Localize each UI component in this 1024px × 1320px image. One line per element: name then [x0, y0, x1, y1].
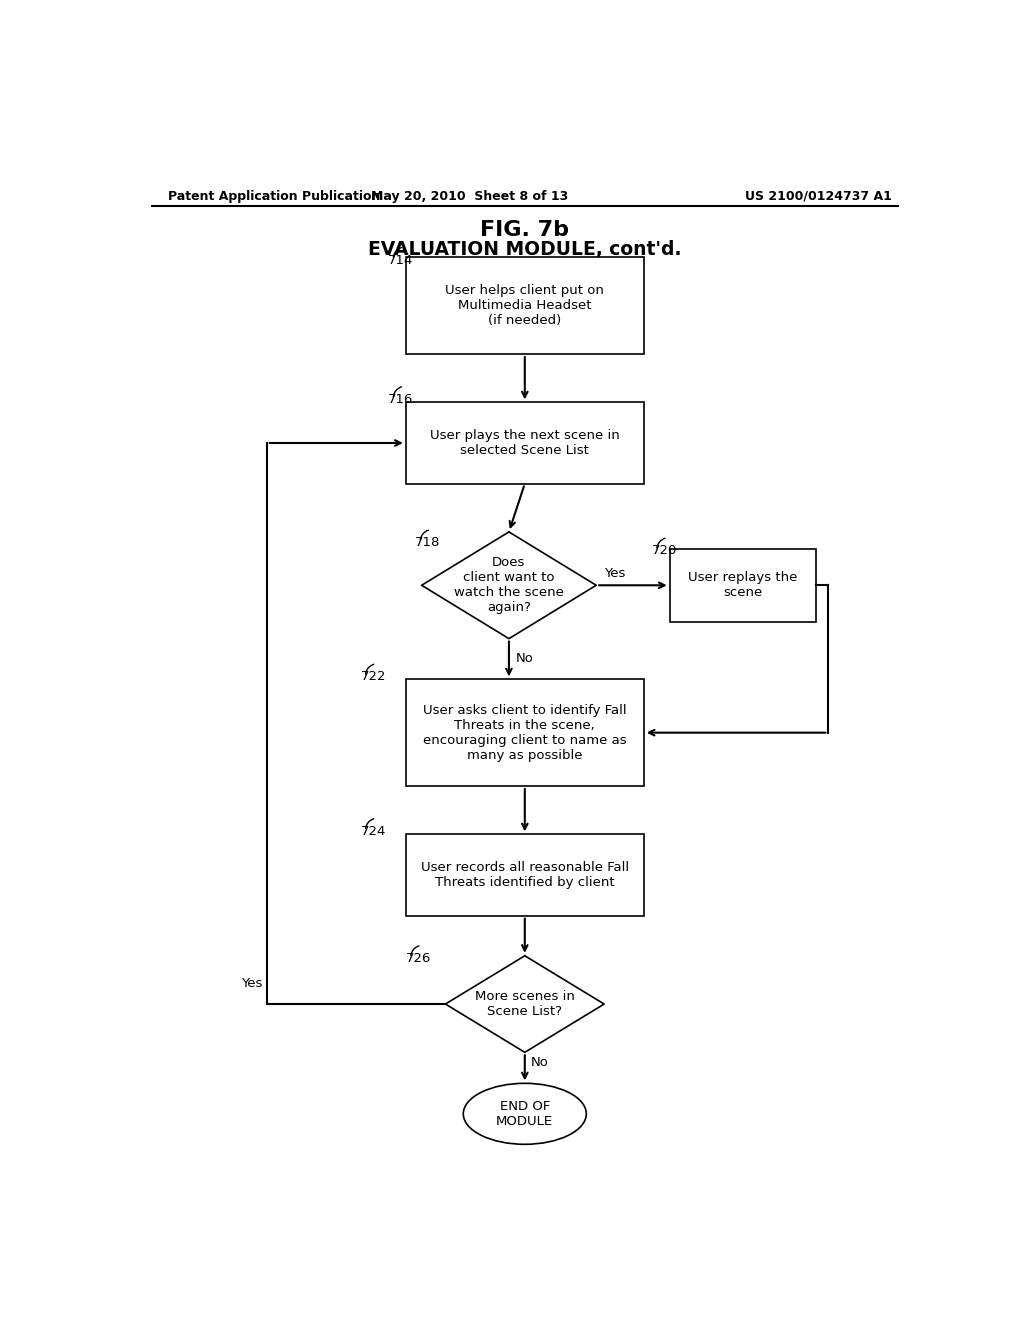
- Text: 724: 724: [360, 825, 386, 838]
- Text: User asks client to identify Fall
Threats in the scene,
encouraging client to na: User asks client to identify Fall Threat…: [423, 704, 627, 762]
- Text: 716: 716: [388, 393, 414, 405]
- FancyBboxPatch shape: [406, 403, 644, 483]
- Text: END OF
MODULE: END OF MODULE: [497, 1100, 553, 1127]
- Text: 720: 720: [652, 544, 677, 557]
- Text: 726: 726: [406, 952, 431, 965]
- Text: EVALUATION MODULE, cont'd.: EVALUATION MODULE, cont'd.: [368, 240, 682, 259]
- Text: Patent Application Publication: Patent Application Publication: [168, 190, 380, 202]
- Text: More scenes in
Scene List?: More scenes in Scene List?: [475, 990, 574, 1018]
- Text: No: No: [515, 652, 534, 665]
- Text: Yes: Yes: [604, 566, 626, 579]
- FancyBboxPatch shape: [670, 549, 816, 622]
- Text: No: No: [531, 1056, 549, 1069]
- Text: 722: 722: [360, 671, 386, 684]
- FancyBboxPatch shape: [406, 834, 644, 916]
- FancyBboxPatch shape: [406, 680, 644, 785]
- Text: User plays the next scene in
selected Scene List: User plays the next scene in selected Sc…: [430, 429, 620, 457]
- Text: Yes: Yes: [242, 977, 263, 990]
- Polygon shape: [445, 956, 604, 1052]
- Text: User replays the
scene: User replays the scene: [688, 572, 798, 599]
- Text: 714: 714: [388, 253, 414, 267]
- Text: User helps client put on
Multimedia Headset
(if needed): User helps client put on Multimedia Head…: [445, 284, 604, 327]
- Text: Does
client want to
watch the scene
again?: Does client want to watch the scene agai…: [454, 556, 564, 614]
- Text: US 2100/0124737 A1: US 2100/0124737 A1: [745, 190, 892, 202]
- Text: 718: 718: [416, 536, 440, 549]
- Text: May 20, 2010  Sheet 8 of 13: May 20, 2010 Sheet 8 of 13: [371, 190, 568, 202]
- Polygon shape: [422, 532, 596, 639]
- Text: User records all reasonable Fall
Threats identified by client: User records all reasonable Fall Threats…: [421, 861, 629, 888]
- Ellipse shape: [463, 1084, 587, 1144]
- Text: FIG. 7b: FIG. 7b: [480, 219, 569, 239]
- FancyBboxPatch shape: [406, 257, 644, 354]
